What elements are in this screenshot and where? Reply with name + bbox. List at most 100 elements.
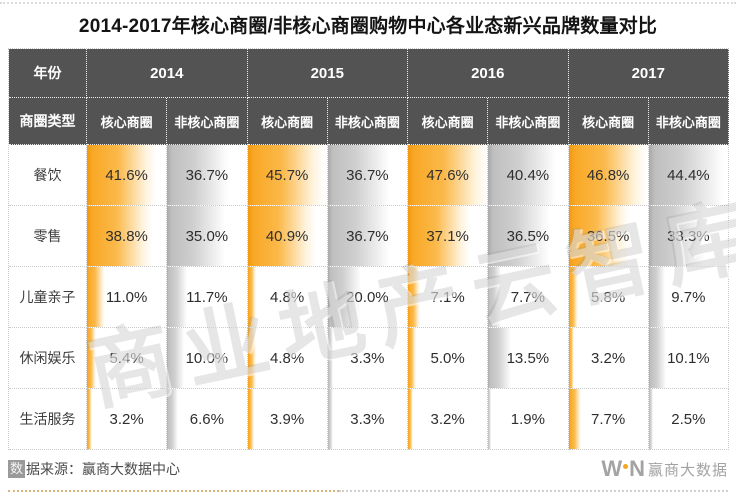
core-data-bar bbox=[247, 206, 316, 266]
value-cell: 47.6% bbox=[408, 145, 489, 206]
value-text: 3.2% bbox=[591, 349, 626, 367]
year-header-cell: 年份 bbox=[9, 49, 87, 98]
value-text: 9.7% bbox=[671, 288, 706, 306]
data-source-boxed-char: 数 bbox=[8, 460, 26, 478]
subcolumn-header-2014-core: 核心商圈 bbox=[87, 98, 168, 145]
noncore-data-bar bbox=[327, 145, 389, 205]
value-cell: 36.7% bbox=[167, 145, 248, 206]
value-text: 11.0% bbox=[105, 288, 148, 306]
row-label: 休闲娱乐 bbox=[9, 328, 87, 389]
value-cell: 1.9% bbox=[488, 389, 569, 450]
win-logo-dot-icon bbox=[623, 464, 629, 469]
value-text: 7.1% bbox=[430, 288, 465, 306]
core-data-bar bbox=[568, 389, 582, 449]
value-text: 40.4% bbox=[506, 166, 550, 184]
value-text: 41.6% bbox=[105, 166, 148, 184]
subcolumn-header-2017-noncore: 非核心商圈 bbox=[648, 98, 729, 145]
core-data-bar bbox=[568, 267, 579, 327]
value-cell: 20.0% bbox=[327, 267, 408, 328]
row-label: 生活服务 bbox=[9, 389, 87, 450]
core-data-bar bbox=[568, 206, 630, 266]
value-cell: 36.7% bbox=[327, 206, 408, 267]
top-dotted-line bbox=[0, 2, 736, 4]
value-cell: 7.7% bbox=[488, 267, 569, 328]
core-data-bar bbox=[247, 267, 256, 327]
win-logo-w: W bbox=[601, 456, 622, 481]
data-source-text: 据来源：赢商大数据中心 bbox=[26, 461, 181, 477]
subcolumn-header-2016-core: 核心商圈 bbox=[408, 98, 489, 145]
noncore-data-bar bbox=[488, 328, 511, 388]
noncore-data-bar bbox=[648, 267, 665, 327]
bottom-dotted-line bbox=[8, 490, 728, 492]
value-cell: 3.2% bbox=[568, 328, 649, 389]
value-cell: 5.8% bbox=[568, 267, 649, 328]
value-cell: 40.9% bbox=[247, 206, 328, 267]
value-text: 10.0% bbox=[185, 349, 229, 367]
value-cell: 46.8% bbox=[568, 145, 649, 206]
value-text: 37.1% bbox=[426, 227, 469, 245]
subcolumn-header-2017-core: 核心商圈 bbox=[568, 98, 649, 145]
core-data-bar bbox=[408, 328, 417, 388]
value-cell: 3.3% bbox=[327, 328, 408, 389]
value-text: 3.3% bbox=[350, 349, 385, 367]
year-column-header-2014: 2014 bbox=[87, 49, 248, 98]
value-cell: 36.7% bbox=[327, 145, 408, 206]
win-logo: W N 赢商大数据 bbox=[601, 456, 728, 482]
value-text: 46.8% bbox=[586, 166, 630, 184]
value-text: 4.8% bbox=[270, 288, 305, 306]
value-text: 13.5% bbox=[506, 349, 550, 367]
noncore-data-bar bbox=[327, 267, 362, 327]
noncore-data-bar bbox=[167, 328, 184, 388]
core-data-bar bbox=[568, 145, 647, 205]
value-text: 44.4% bbox=[667, 166, 710, 184]
core-data-bar bbox=[247, 389, 254, 449]
noncore-data-bar bbox=[648, 389, 653, 449]
value-cell: 11.7% bbox=[167, 267, 248, 328]
row-label: 餐饮 bbox=[9, 145, 87, 206]
noncore-data-bar bbox=[648, 206, 705, 266]
value-cell: 41.6% bbox=[87, 145, 168, 206]
noncore-data-bar bbox=[167, 267, 187, 327]
noncore-data-bar bbox=[167, 389, 179, 449]
core-data-bar bbox=[87, 328, 96, 388]
noncore-data-bar bbox=[327, 328, 334, 388]
core-data-bar bbox=[247, 145, 324, 205]
value-text: 7.7% bbox=[591, 410, 626, 428]
year-column-header-2016: 2016 bbox=[408, 49, 569, 98]
value-cell: 5.4% bbox=[87, 328, 168, 389]
value-cell: 7.1% bbox=[408, 267, 489, 328]
value-text: 36.7% bbox=[346, 227, 389, 245]
value-text: 3.3% bbox=[350, 410, 385, 428]
noncore-data-bar bbox=[648, 328, 666, 388]
value-cell: 9.7% bbox=[648, 267, 729, 328]
subcolumn-header-2015-core: 核心商圈 bbox=[247, 98, 328, 145]
value-text: 20.0% bbox=[346, 288, 389, 306]
noncore-data-bar bbox=[488, 389, 492, 449]
noncore-data-bar bbox=[488, 145, 556, 205]
value-cell: 35.0% bbox=[167, 206, 248, 267]
page-title: 2014-2017年核心商圈/非核心商圈购物中心各业态新兴品牌数量对比 bbox=[78, 16, 658, 37]
value-cell: 33.3% bbox=[648, 206, 729, 267]
noncore-data-bar bbox=[167, 206, 226, 266]
value-text: 6.6% bbox=[189, 410, 224, 428]
core-data-bar bbox=[408, 206, 470, 266]
row-label: 儿童亲子 bbox=[9, 267, 87, 328]
value-cell: 4.8% bbox=[247, 267, 328, 328]
value-cell: 38.8% bbox=[87, 206, 168, 267]
core-data-bar bbox=[408, 267, 420, 327]
value-text: 36.5% bbox=[586, 227, 630, 245]
footer: 数 据来源：赢商大数据中心 W N 赢商大数据 bbox=[8, 453, 728, 485]
core-data-bar bbox=[408, 145, 488, 205]
value-text: 10.1% bbox=[667, 349, 710, 367]
value-cell: 2.5% bbox=[648, 389, 729, 450]
value-cell: 3.2% bbox=[408, 389, 489, 450]
win-logo-n: N bbox=[629, 456, 645, 481]
value-text: 45.7% bbox=[265, 166, 309, 184]
value-text: 35.0% bbox=[185, 227, 229, 245]
row-label: 零售 bbox=[9, 206, 87, 267]
noncore-data-bar bbox=[327, 206, 389, 266]
value-cell: 4.8% bbox=[247, 328, 328, 389]
value-cell: 6.6% bbox=[167, 389, 248, 450]
value-cell: 45.7% bbox=[247, 145, 328, 206]
value-text: 2.5% bbox=[671, 410, 706, 428]
